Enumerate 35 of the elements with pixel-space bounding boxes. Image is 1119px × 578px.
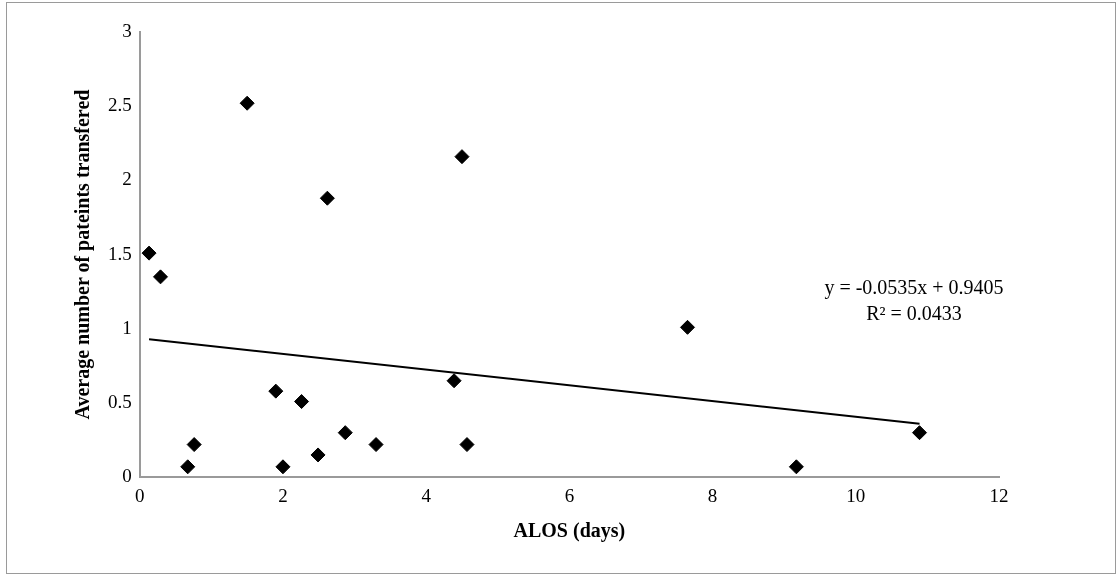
y-tick-label: 0.5 <box>108 390 132 412</box>
y-tick-label: 1 <box>122 316 132 338</box>
x-tick-label: 4 <box>421 484 432 506</box>
point <box>319 190 335 206</box>
annotation: y = -0.0535x + 0.9405 <box>824 276 1004 300</box>
point <box>454 149 470 165</box>
x-tick-label: 12 <box>989 484 1009 506</box>
point <box>446 373 462 389</box>
point <box>680 319 696 335</box>
point <box>180 459 196 475</box>
x-tick-label: 10 <box>846 484 866 506</box>
y-tick-label: 2.5 <box>108 94 132 116</box>
y-tick-label: 2 <box>122 168 132 190</box>
point <box>275 459 291 475</box>
x-axis-title: ALOS (days) <box>513 519 626 543</box>
point <box>368 437 384 453</box>
y-axis-title: Average number of pateints transfered <box>71 89 95 420</box>
point <box>337 425 353 441</box>
point <box>268 383 284 399</box>
x-tick-label: 2 <box>278 484 288 506</box>
point <box>239 95 255 111</box>
point <box>459 437 475 453</box>
point <box>310 447 326 463</box>
x-tick-label: 6 <box>564 484 575 506</box>
y-tick-label: 0 <box>122 465 132 487</box>
x-tick-label: 8 <box>707 484 718 506</box>
point <box>912 425 928 441</box>
y-tick-label: 3 <box>122 19 132 41</box>
point <box>186 437 202 453</box>
point <box>153 269 169 285</box>
point <box>294 394 310 410</box>
point <box>141 245 157 261</box>
y-tick-label: 1.5 <box>108 242 132 264</box>
annotation: R² = 0.0433 <box>866 302 962 325</box>
point <box>788 459 804 475</box>
